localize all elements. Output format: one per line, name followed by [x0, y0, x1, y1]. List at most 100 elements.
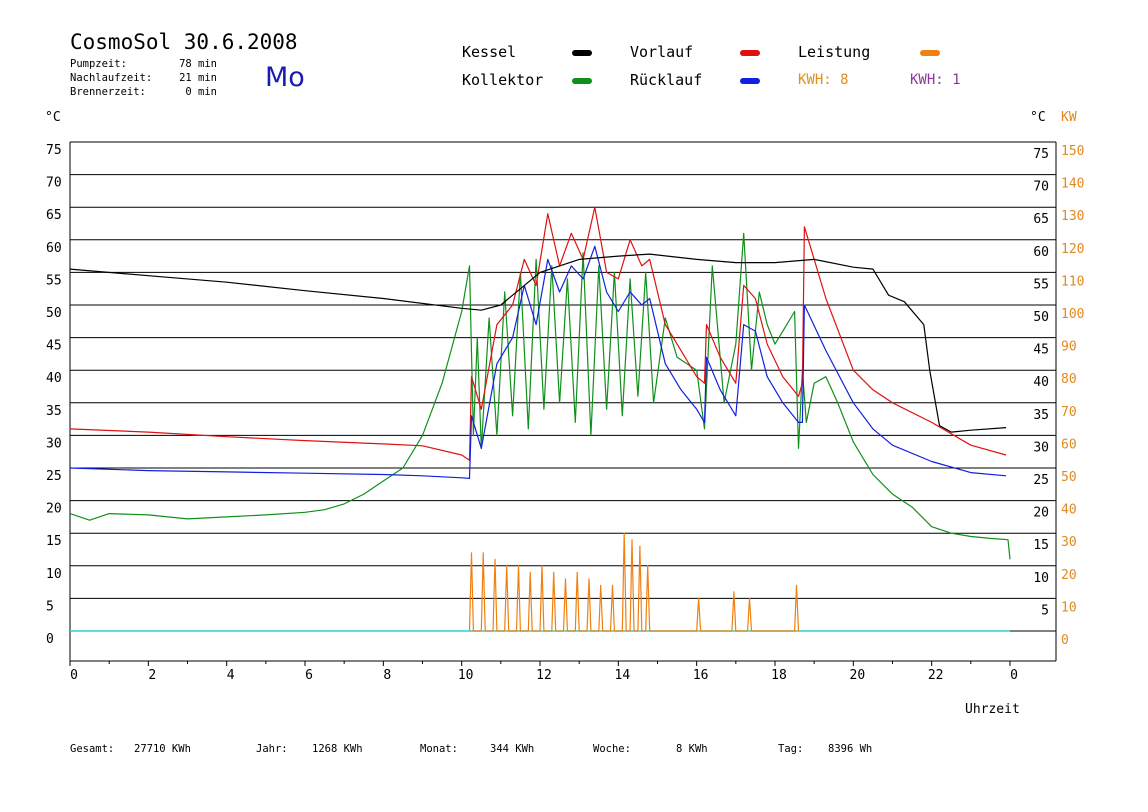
footer-value-monat: 344 KWh	[490, 743, 535, 755]
y-tick-label-right-kw: 40	[1061, 503, 1077, 518]
y-tick-label-right-kw: 120	[1061, 242, 1084, 257]
x-tick-label: 0	[70, 668, 78, 683]
y-tick-label-right-kw: 90	[1061, 340, 1077, 355]
legend-swatch-vorlauf	[740, 50, 760, 56]
series-line-leistung	[468, 532, 800, 632]
weekday-label: Mo	[265, 62, 305, 93]
y-tick-label-right-kw: 0	[1061, 633, 1069, 648]
legend-swatch-ruecklauf	[740, 78, 760, 84]
footer-label-monat: Monat:	[420, 743, 458, 755]
y-tick-label-left: 30	[46, 436, 62, 451]
series-line-kollektor	[69, 232, 1011, 560]
x-tick-label: 10	[458, 668, 474, 683]
y-tick-label-right-kw: 150	[1061, 144, 1084, 159]
y-tick-label-right-kw: 50	[1061, 470, 1077, 485]
legend-swatch-kollektor	[572, 78, 592, 84]
y-tick-label-right-kw: 140	[1061, 177, 1084, 192]
y-tick-label-left: 45	[46, 339, 62, 354]
x-tick-label: 16	[693, 668, 709, 683]
x-tick-label: 4	[227, 668, 235, 683]
right-axis-unit-c: °C	[1030, 110, 1046, 125]
y-tick-label-right-c: 25	[1033, 473, 1049, 488]
y-tick-label-right-kw: 20	[1061, 568, 1077, 583]
y-tick-label-right-kw: 130	[1061, 209, 1084, 224]
x-tick-label: 8	[383, 668, 391, 683]
footer-label-jahr: Jahr:	[256, 743, 288, 755]
y-tick-label-left: 0	[46, 632, 54, 647]
footer-label-tag: Tag:	[778, 743, 804, 755]
y-tick-label-right-kw: 100	[1061, 307, 1084, 322]
y-tick-label-right-kw: 110	[1061, 274, 1084, 289]
y-tick-label-left: 15	[46, 534, 62, 549]
y-tick-label-right-c: 35	[1033, 408, 1049, 423]
footer-label-woche: Woche:	[593, 743, 631, 755]
y-tick-label-right-c: 75	[1033, 147, 1049, 162]
y-tick-label-left: 60	[46, 241, 62, 256]
stat-label-brennerzeit: Brennerzeit:	[70, 86, 146, 98]
y-tick-label-left: 50	[46, 306, 62, 321]
y-tick-label-left: 20	[46, 502, 62, 517]
series-line-ruecklauf	[69, 245, 1007, 479]
y-tick-label-left: 65	[46, 208, 62, 223]
x-tick-label: 12	[536, 668, 552, 683]
footer-label-gesamt: Gesamt:	[70, 743, 115, 755]
y-tick-label-right-kw: 10	[1061, 600, 1077, 615]
left-axis-unit: °C	[45, 110, 61, 125]
stat-value-pumpzeit: 78 min	[179, 58, 217, 70]
legend-swatch-leistung	[920, 50, 940, 56]
x-axis-title: Uhrzeit	[965, 702, 1020, 717]
legend-label-kessel: Kessel	[462, 43, 517, 61]
x-tick-label: 22	[928, 668, 944, 683]
kwh-purple: KWH: 1	[910, 72, 961, 88]
y-tick-label-right-c: 5	[1041, 603, 1049, 618]
y-tick-label-right-c: 65	[1033, 212, 1049, 227]
legend-label-ruecklauf: Rücklauf	[630, 71, 703, 89]
y-tick-label-right-kw: 70	[1061, 405, 1077, 420]
y-tick-label-right-c: 40	[1033, 375, 1049, 390]
legend-label-kollektor: Kollektor	[462, 71, 544, 89]
kwh-orange: KWH: 8	[798, 72, 849, 88]
x-tick-label: 2	[148, 668, 156, 683]
page-title: CosmoSol 30.6.2008	[70, 30, 298, 54]
stat-value-nachlaufzeit: 21 min	[179, 72, 217, 84]
y-tick-label-right-c: 55	[1033, 277, 1049, 292]
stat-value-brennerzeit: 0 min	[185, 86, 217, 98]
y-tick-label-right-c: 70	[1033, 180, 1049, 195]
x-tick-label: 0	[1010, 668, 1018, 683]
y-tick-label-right-kw: 30	[1061, 535, 1077, 550]
series-line-vorlauf	[69, 206, 1007, 461]
y-tick-label-right-c: 15	[1033, 538, 1049, 553]
right-axis-unit-kw: KW	[1061, 110, 1077, 125]
footer-value-woche: 8 KWh	[676, 743, 708, 755]
y-tick-label-left: 5	[46, 599, 54, 614]
y-tick-label-left: 25	[46, 469, 62, 484]
y-tick-label-right-c: 30	[1033, 440, 1049, 455]
y-tick-label-right-c: 60	[1033, 245, 1049, 260]
y-tick-label-left: 75	[46, 143, 62, 158]
chart-series	[69, 206, 1011, 632]
x-tick-label: 14	[615, 668, 631, 683]
y-tick-label-left: 70	[46, 176, 62, 191]
y-tick-label-right-c: 20	[1033, 506, 1049, 521]
stat-label-pumpzeit: Pumpzeit:	[70, 58, 127, 70]
footer-value-gesamt: 27710 KWh	[134, 743, 191, 755]
y-tick-label-right-kw: 80	[1061, 372, 1077, 387]
y-tick-label-right-c: 45	[1033, 343, 1049, 358]
stat-label-nachlaufzeit: Nachlaufzeit:	[70, 72, 153, 84]
y-tick-label-right-c: 50	[1033, 310, 1049, 325]
x-tick-label: 6	[305, 668, 313, 683]
series-line-kessel	[69, 253, 1007, 433]
legend-swatch-kessel	[572, 50, 592, 56]
y-tick-label-left: 40	[46, 371, 62, 386]
footer-value-tag: 8396 Wh	[828, 743, 873, 755]
y-tick-label-right-c: 10	[1033, 571, 1049, 586]
y-tick-label-right-kw: 60	[1061, 437, 1077, 452]
y-tick-label-left: 55	[46, 273, 62, 288]
y-tick-label-left: 10	[46, 567, 62, 582]
y-tick-label-left: 35	[46, 404, 62, 419]
chart-grid	[69, 141, 1057, 666]
legend-label-leistung: Leistung	[798, 43, 871, 61]
footer-value-jahr: 1268 KWh	[312, 743, 363, 755]
x-tick-label: 18	[771, 668, 787, 683]
